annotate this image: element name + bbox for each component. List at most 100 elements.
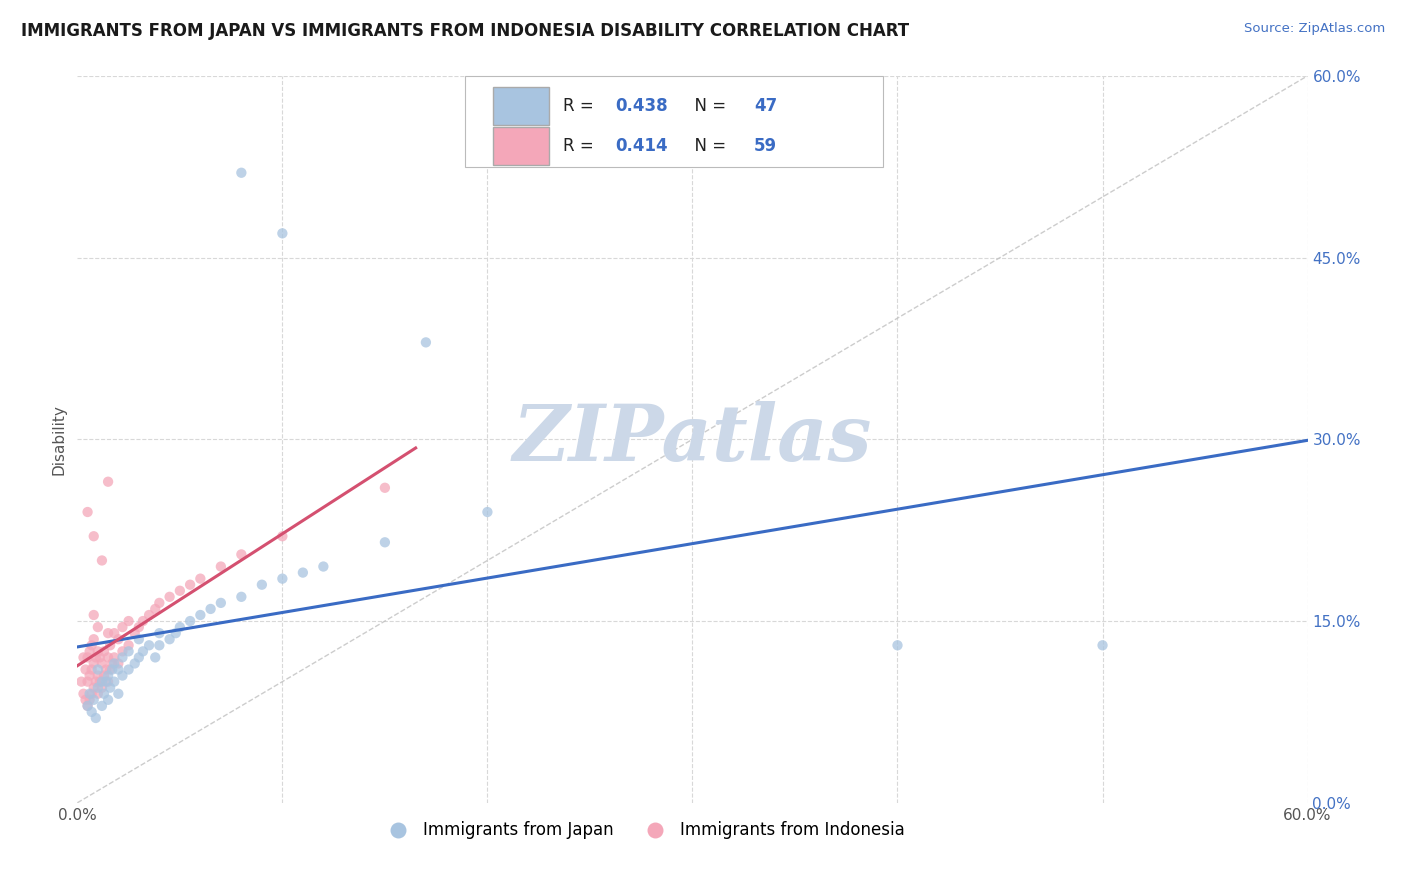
Point xyxy=(84,711,107,725)
Point xyxy=(98,638,121,652)
Point xyxy=(124,657,146,671)
Point xyxy=(143,602,166,616)
Point xyxy=(72,687,94,701)
Point xyxy=(165,626,187,640)
Text: R =: R = xyxy=(564,97,599,115)
Point xyxy=(84,674,107,689)
Point xyxy=(111,644,134,658)
Point xyxy=(138,638,160,652)
Point xyxy=(107,632,129,647)
Point xyxy=(231,590,253,604)
Point xyxy=(72,650,94,665)
Point xyxy=(89,674,111,689)
Point xyxy=(138,607,160,622)
Point xyxy=(291,566,314,580)
Point xyxy=(107,663,129,677)
Point xyxy=(93,644,115,658)
Point xyxy=(1091,638,1114,652)
Point xyxy=(250,578,273,592)
Point xyxy=(80,705,103,719)
Point xyxy=(128,650,150,665)
Point xyxy=(231,166,253,180)
Point xyxy=(312,559,335,574)
Point xyxy=(111,668,134,682)
Point xyxy=(84,650,107,665)
Text: N =: N = xyxy=(683,137,731,155)
Text: Source: ZipAtlas.com: Source: ZipAtlas.com xyxy=(1244,22,1385,36)
Point xyxy=(271,529,294,543)
Point xyxy=(87,620,110,634)
Point xyxy=(103,657,125,671)
Point xyxy=(94,674,117,689)
Point xyxy=(188,607,212,622)
Point xyxy=(188,572,212,586)
Point xyxy=(209,596,232,610)
Point xyxy=(80,638,103,652)
Point xyxy=(90,681,114,695)
Point xyxy=(87,644,110,658)
Point xyxy=(70,674,93,689)
Point xyxy=(179,614,201,628)
Point xyxy=(97,668,120,682)
FancyBboxPatch shape xyxy=(494,128,548,165)
Point xyxy=(76,505,98,519)
Point xyxy=(87,663,110,677)
Point xyxy=(98,681,121,695)
Point xyxy=(83,693,105,707)
Point xyxy=(148,596,170,610)
Point xyxy=(87,681,110,695)
Point xyxy=(79,668,101,682)
Point xyxy=(111,650,134,665)
Point xyxy=(79,687,101,701)
Point xyxy=(93,668,115,682)
Point xyxy=(75,693,97,707)
Point xyxy=(90,674,114,689)
Point xyxy=(87,687,110,701)
Point xyxy=(97,693,120,707)
Point xyxy=(374,535,396,549)
Point xyxy=(98,663,121,677)
Point xyxy=(79,644,101,658)
Text: 47: 47 xyxy=(754,97,778,115)
Point xyxy=(148,638,170,652)
Point xyxy=(103,626,125,640)
Point xyxy=(80,687,103,701)
Point xyxy=(111,620,134,634)
Point xyxy=(76,674,98,689)
Point xyxy=(89,650,111,665)
Point xyxy=(83,529,105,543)
Point xyxy=(79,693,101,707)
Point xyxy=(231,548,253,562)
Point xyxy=(75,663,97,677)
Text: R =: R = xyxy=(564,137,599,155)
Y-axis label: Disability: Disability xyxy=(51,404,66,475)
Point xyxy=(83,681,105,695)
Point xyxy=(200,602,222,616)
Point xyxy=(97,674,120,689)
Point xyxy=(83,607,105,622)
Point xyxy=(128,632,150,647)
Point xyxy=(97,475,120,489)
Point xyxy=(415,335,437,350)
Text: 0.438: 0.438 xyxy=(614,97,668,115)
Point xyxy=(117,644,139,658)
Point xyxy=(128,620,150,634)
Point xyxy=(132,614,155,628)
Point xyxy=(90,553,114,567)
Point xyxy=(101,663,124,677)
Text: N =: N = xyxy=(683,97,731,115)
Point xyxy=(124,626,146,640)
Point xyxy=(83,657,105,671)
Point xyxy=(132,644,155,658)
Point xyxy=(80,663,103,677)
Point xyxy=(271,227,294,241)
Point xyxy=(97,626,120,640)
Point xyxy=(143,650,166,665)
Point xyxy=(148,626,170,640)
Point xyxy=(76,650,98,665)
Point xyxy=(76,698,98,713)
Point xyxy=(169,583,191,598)
Point xyxy=(93,687,115,701)
Text: 59: 59 xyxy=(754,137,778,155)
Point xyxy=(169,620,191,634)
